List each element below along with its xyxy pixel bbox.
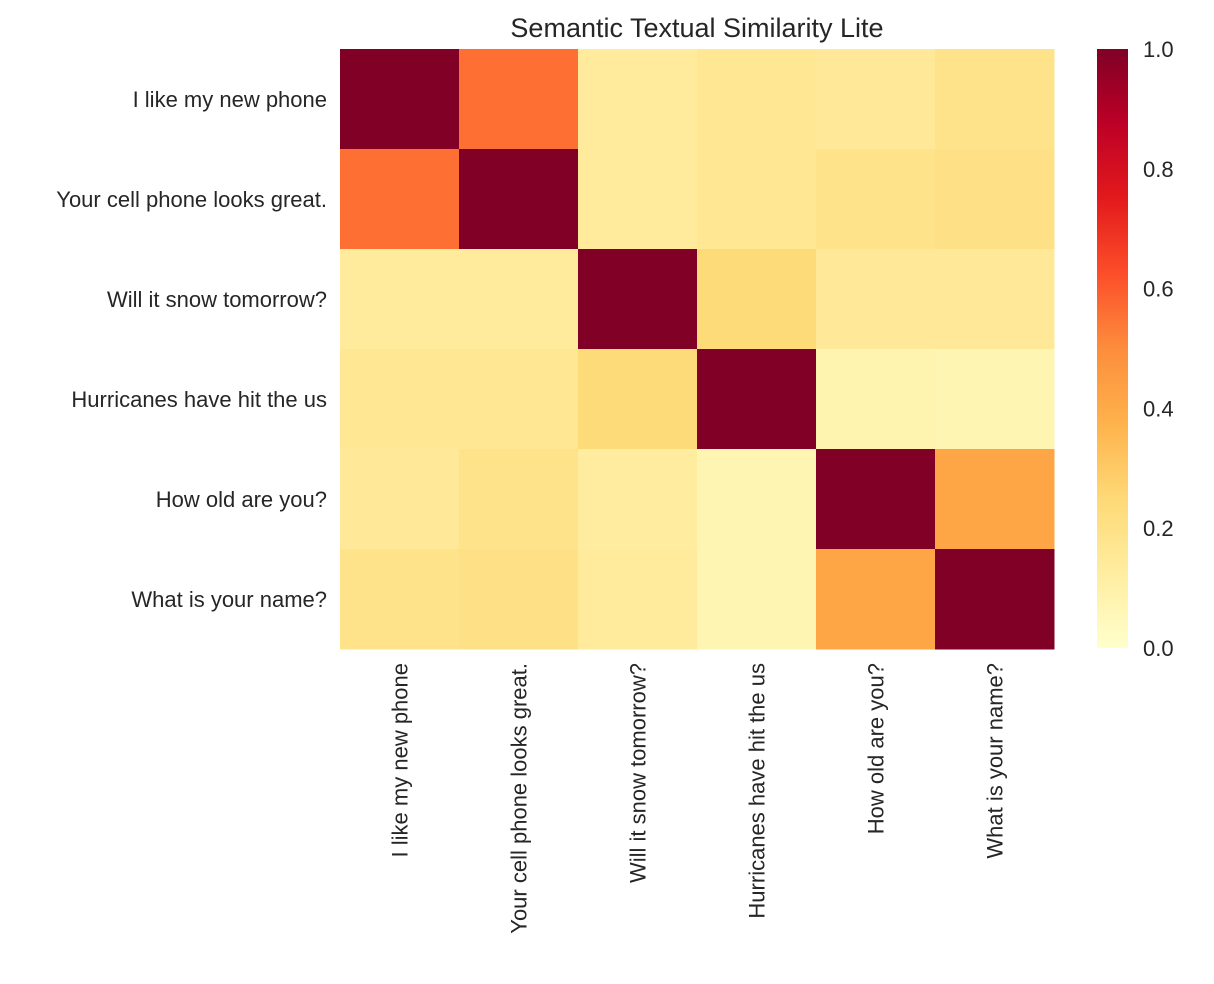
heatmap-cell (697, 549, 817, 650)
colorbar-tick-label: 0.6 (1143, 277, 1174, 302)
heatmap-cell (816, 249, 936, 350)
row-label: Will it snow tomorrow? (107, 287, 327, 312)
row-label: Your cell phone looks great. (56, 187, 327, 212)
column-label: How old are you? (864, 663, 889, 834)
column-label: Will it snow tomorrow? (626, 663, 651, 883)
heatmap-cell (697, 149, 817, 250)
heatmap-cell (459, 349, 579, 450)
heatmap-cell (459, 49, 579, 150)
heatmap-cell (935, 549, 1055, 650)
heatmap-cell (935, 149, 1055, 250)
heatmap-cell (340, 449, 460, 550)
heatmap-cell (340, 49, 460, 150)
colorbar-tick-label: 1.0 (1143, 37, 1174, 62)
row-labels: I like my new phone Your cell phone looks… (56, 87, 327, 612)
heatmap-cell (697, 349, 817, 450)
column-label: What is your name? (983, 663, 1008, 859)
heatmap-cell (935, 349, 1055, 450)
heatmap-cell (340, 549, 460, 650)
heatmap-cell (578, 249, 698, 350)
row-label: I like my new phone (133, 87, 327, 112)
colorbar-tick-label: 0.0 (1143, 636, 1174, 661)
heatmap-cell (697, 449, 817, 550)
row-label: What is your name? (131, 587, 327, 612)
heatmap-cell (697, 249, 817, 350)
colorbar-gradient (1097, 49, 1128, 648)
colorbar-tick-label: 0.2 (1143, 516, 1174, 541)
heatmap-cell (459, 549, 579, 650)
heatmap-cell (697, 49, 817, 150)
colorbar-tick-label: 0.4 (1143, 396, 1174, 421)
heatmap-cell (340, 349, 460, 450)
heatmap-cell (578, 49, 698, 150)
heatmap-cells (340, 49, 1055, 650)
heatmap-cell (816, 449, 936, 550)
colorbar: 0.0 0.2 0.4 0.6 0.8 1.0 (1097, 37, 1174, 661)
heatmap-cell (816, 349, 936, 450)
chart-title: Semantic Textual Similarity Lite (510, 13, 883, 43)
heatmap-cell (816, 49, 936, 150)
heatmap-cell (578, 349, 698, 450)
heatmap-cell (340, 249, 460, 350)
heatmap-cell (578, 449, 698, 550)
heatmap-cell (935, 449, 1055, 550)
column-label: Hurricanes have hit the us (745, 663, 770, 919)
heatmap-cell (578, 549, 698, 650)
heatmap-cell (816, 549, 936, 650)
row-label: Hurricanes have hit the us (71, 387, 327, 412)
column-labels: I like my new phone Your cell phone looks… (388, 663, 1008, 934)
row-label: How old are you? (156, 487, 327, 512)
colorbar-tick-label: 0.8 (1143, 157, 1174, 182)
heatmap-cell (578, 149, 698, 250)
heatmap-cell (935, 49, 1055, 150)
heatmap-cell (459, 449, 579, 550)
heatmap-cell (459, 149, 579, 250)
heatmap-cell (459, 249, 579, 350)
heatmap-cell (935, 249, 1055, 350)
heatmap-cell (816, 149, 936, 250)
column-label: I like my new phone (388, 663, 413, 857)
column-label: Your cell phone looks great. (507, 663, 532, 934)
heatmap-cell (340, 149, 460, 250)
